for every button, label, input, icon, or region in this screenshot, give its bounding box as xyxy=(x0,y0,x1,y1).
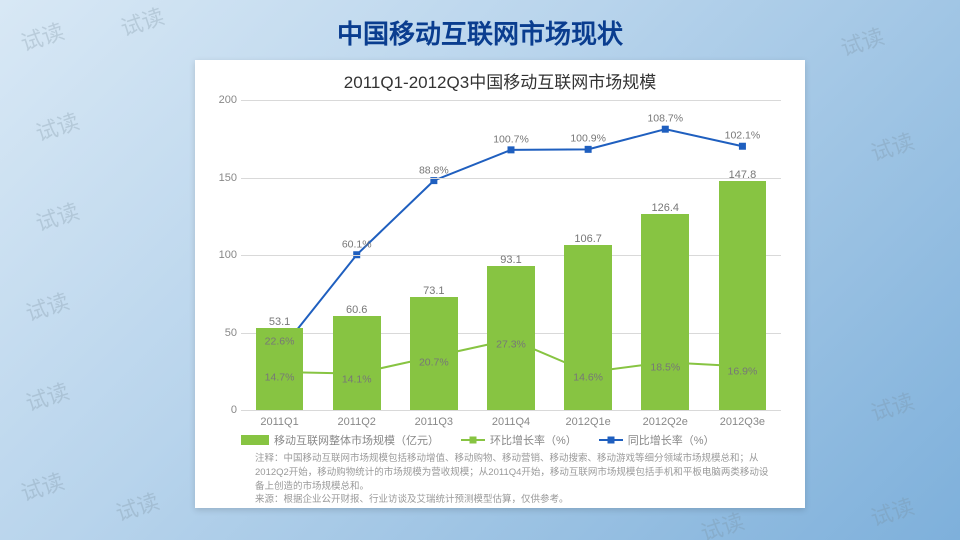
y-tick-label: 200 xyxy=(209,94,237,106)
watermark: 试读 xyxy=(31,104,83,148)
bar-value-label: 147.8 xyxy=(729,169,757,181)
line-marker xyxy=(739,143,746,150)
bar-value-label: 73.1 xyxy=(423,285,444,297)
line-marker xyxy=(508,146,515,153)
watermark: 试读 xyxy=(866,384,918,428)
x-tick-label: 2011Q2 xyxy=(338,416,376,428)
chart-title: 2011Q1-2012Q3中国移动互联网市场规模 xyxy=(195,68,805,93)
line-value-label: 88.8% xyxy=(419,164,449,176)
x-tick-label: 2012Q2e xyxy=(643,416,688,428)
bar xyxy=(641,214,689,410)
legend-label: 环比增长率（%） xyxy=(490,432,577,448)
chart-plot: 05010015020053.160.673.193.1106.7126.414… xyxy=(241,100,781,410)
slide-title: 中国移动互联网市场现状 xyxy=(0,14,960,51)
chart-card: 2011Q1-2012Q3中国移动互联网市场规模 0 50 100 150 200 53.… xyxy=(195,60,805,508)
line-value-label: 14.1% xyxy=(342,373,372,385)
legend-swatch-bar xyxy=(241,435,269,445)
line-value-label: 100.7% xyxy=(493,133,529,145)
bar-value-label: 53.1 xyxy=(269,316,290,328)
bar xyxy=(333,316,381,410)
legend-item: 移动互联网整体市场规模（亿元） xyxy=(241,432,439,448)
line-value-label: 18.5% xyxy=(650,362,680,374)
y-tick-label: 100 xyxy=(209,249,237,261)
gridline xyxy=(241,410,781,411)
line-value-label: 14.7% xyxy=(265,372,295,384)
legend: 移动互联网整体市场规模（亿元） 环比增长率（%） 同比增长率（%） xyxy=(241,432,781,448)
legend-swatch-line xyxy=(599,439,623,441)
bar-value-label: 126.4 xyxy=(652,202,680,214)
line-value-label: 102.1% xyxy=(725,130,761,142)
watermark: 试读 xyxy=(866,124,918,168)
footnote-line: 注释：中国移动互联网市场规模包括移动增值、移动购物、移动营销、移动搜索、移动游戏… xyxy=(255,452,775,493)
line-value-label: 108.7% xyxy=(647,113,683,125)
line-value-label: 14.6% xyxy=(573,372,603,384)
x-tick-label: 2012Q1e xyxy=(566,416,611,428)
bar xyxy=(487,266,535,410)
line-value-label: 16.9% xyxy=(728,366,758,378)
bar-value-label: 93.1 xyxy=(500,254,521,266)
bar-value-label: 106.7 xyxy=(574,233,602,245)
legend-label: 同比增长率（%） xyxy=(628,432,715,448)
legend-swatch-line xyxy=(461,439,485,441)
watermark: 试读 xyxy=(16,464,68,508)
legend-label: 移动互联网整体市场规模（亿元） xyxy=(274,432,439,448)
line-marker xyxy=(662,126,669,133)
gridline xyxy=(241,100,781,101)
watermark: 试读 xyxy=(21,284,73,328)
line-value-label: 20.7% xyxy=(419,356,449,368)
x-tick-label: 2011Q1 xyxy=(260,416,298,428)
line-value-label: 60.1% xyxy=(342,238,372,250)
footnote: 注释：中国移动互联网市场规模包括移动增值、移动购物、移动营销、移动搜索、移动游戏… xyxy=(255,452,775,507)
x-tick-label: 2011Q4 xyxy=(492,416,530,428)
line-value-label: 22.6% xyxy=(265,335,295,347)
line-value-label: 27.3% xyxy=(496,339,526,351)
watermark: 试读 xyxy=(866,489,918,533)
line-marker xyxy=(585,146,592,153)
footnote-line: 来源：根据企业公开财报、行业访谈及艾瑞统计预测模型估算，仅供参考。 xyxy=(255,493,775,507)
bar-value-label: 60.6 xyxy=(346,304,367,316)
bar xyxy=(410,297,458,410)
line-value-label: 100.9% xyxy=(570,133,606,145)
watermark: 试读 xyxy=(21,374,73,418)
watermark: 试读 xyxy=(696,504,748,540)
y-tick-label: 150 xyxy=(209,172,237,184)
x-tick-label: 2011Q3 xyxy=(415,416,453,428)
legend-item: 同比增长率（%） xyxy=(599,432,715,448)
legend-item: 环比增长率（%） xyxy=(461,432,577,448)
slide: { "watermark_text": "试读", "watermark_pos… xyxy=(0,0,960,540)
y-tick-label: 0 xyxy=(209,404,237,416)
watermark: 试读 xyxy=(111,484,163,528)
bar xyxy=(564,245,612,410)
x-tick-label: 2012Q3e xyxy=(720,416,765,428)
gridline xyxy=(241,178,781,179)
y-tick-label: 50 xyxy=(209,327,237,339)
watermark: 试读 xyxy=(31,194,83,238)
